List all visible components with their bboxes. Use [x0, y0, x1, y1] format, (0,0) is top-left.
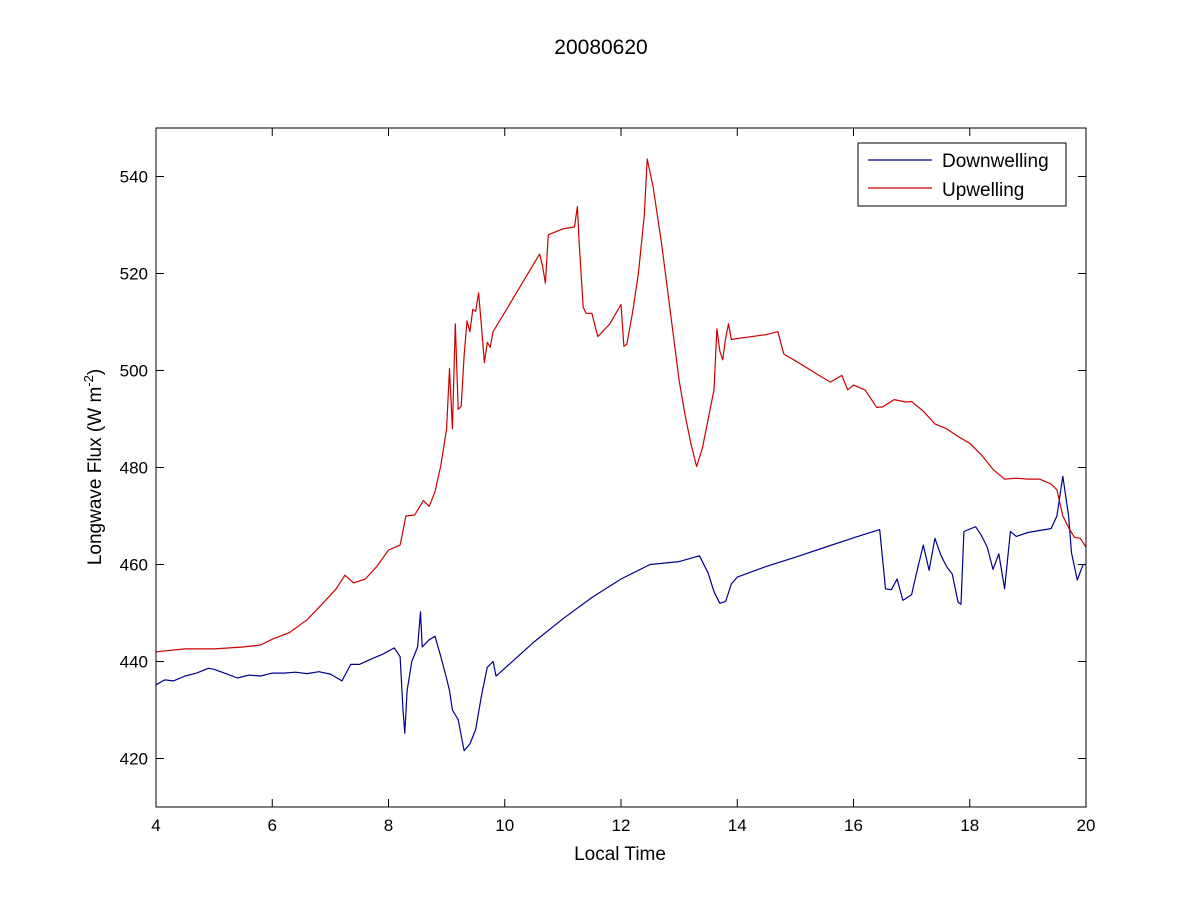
x-tick-label: 18 — [960, 816, 979, 835]
legend-box — [857, 142, 1067, 207]
legend-label-downwelling: Downwelling — [942, 151, 1049, 172]
y-tick-label: 520 — [120, 265, 148, 284]
x-axis: 4 6 8 10 12 14 16 18 20 — [151, 128, 1095, 835]
x-tick-label: 20 — [1077, 816, 1096, 835]
y-axis-label-main: Longwave Flux (W m — [85, 387, 106, 565]
x-tick-label: 8 — [384, 816, 393, 835]
y-tick-label: 500 — [120, 362, 148, 381]
x-tick-label: 4 — [151, 816, 160, 835]
x-tick-label: 6 — [268, 816, 277, 835]
x-tick-label: 14 — [728, 816, 747, 835]
y-tick-label: 480 — [120, 459, 148, 478]
plot-area — [156, 128, 1086, 807]
series-line-upwelling — [155, 158, 1087, 653]
x-tick-label: 16 — [844, 816, 863, 835]
legend: Downwelling Upwelling — [857, 142, 1067, 207]
legend-label-upwelling: Upwelling — [942, 180, 1024, 201]
y-axis-label-superscript: -2 — [81, 375, 96, 387]
y-tick-label: 420 — [120, 750, 148, 769]
x-tick-label: 10 — [495, 816, 514, 835]
x-tick-label: 12 — [612, 816, 631, 835]
y-axis: 420 440 460 480 500 520 540 — [120, 168, 1086, 769]
y-tick-label: 440 — [120, 653, 148, 672]
series-line-downwelling — [155, 475, 1086, 752]
x-axis-label: Local Time — [574, 844, 666, 865]
y-tick-label: 540 — [120, 168, 148, 187]
series-layer — [155, 158, 1087, 752]
y-axis-label: Longwave Flux (W m-2) — [81, 369, 106, 565]
chart-title: 20080620 — [554, 36, 647, 59]
y-tick-label: 460 — [120, 556, 148, 575]
y-axis-label-close: ) — [85, 369, 106, 375]
